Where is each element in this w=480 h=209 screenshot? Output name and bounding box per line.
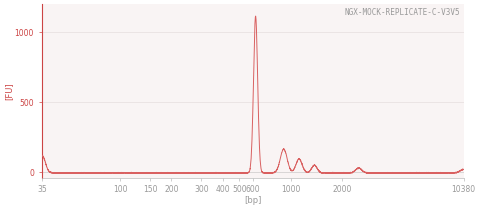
- X-axis label: [bp]: [bp]: [244, 196, 262, 205]
- Y-axis label: [FU]: [FU]: [4, 82, 13, 100]
- Text: NGX-MOCK-REPLICATE-C-V3V5: NGX-MOCK-REPLICATE-C-V3V5: [345, 8, 460, 17]
